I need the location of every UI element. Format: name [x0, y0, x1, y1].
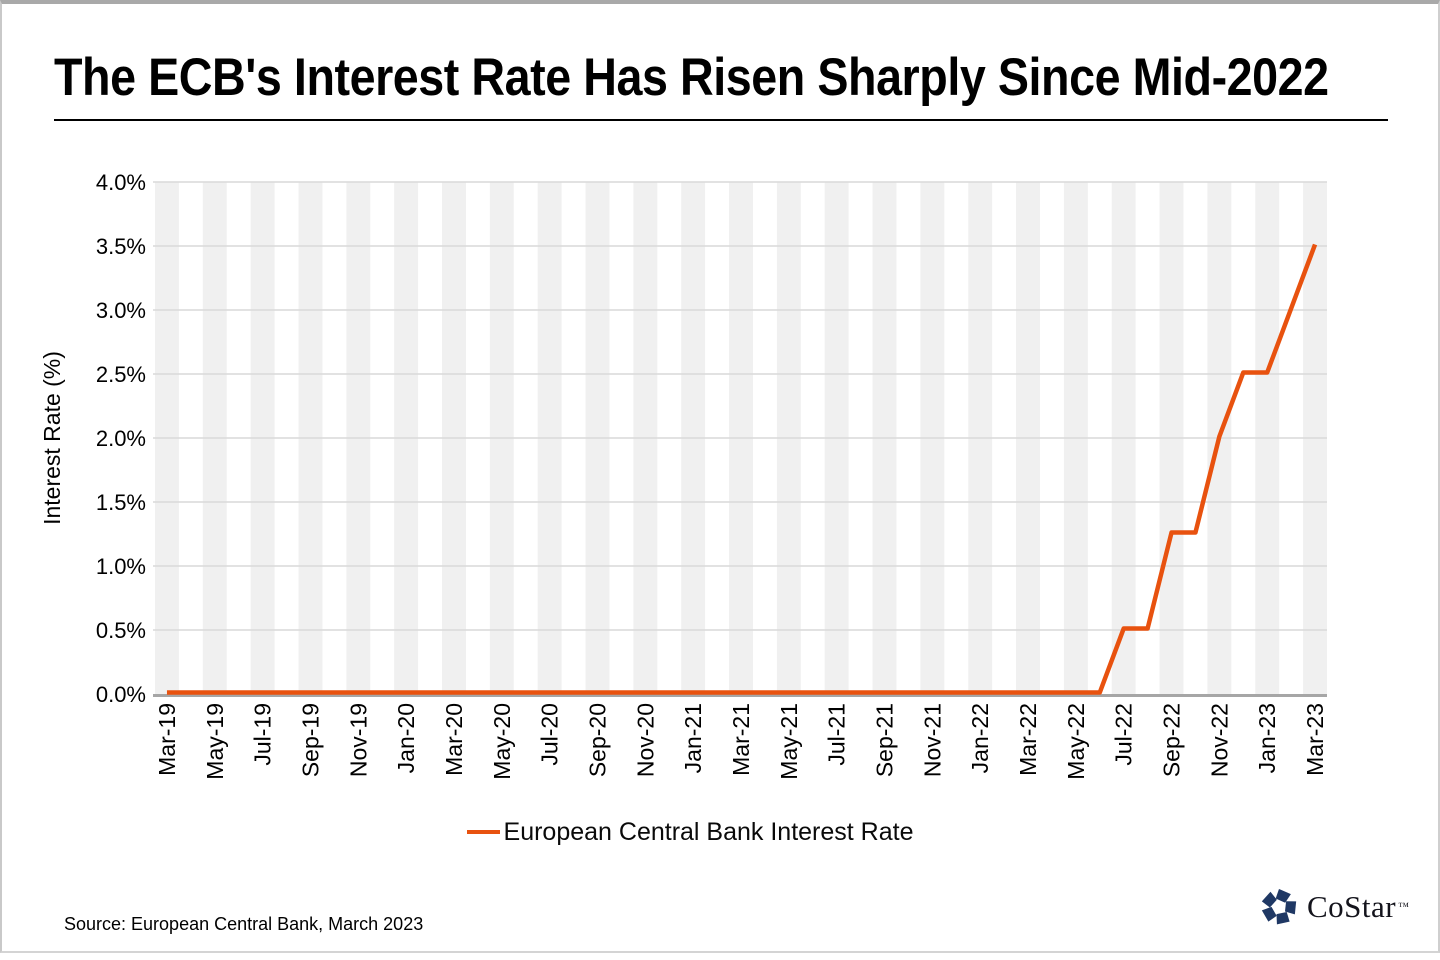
- x-tick-label: Nov-21: [919, 703, 945, 777]
- x-tick-label: Sep-21: [872, 703, 898, 777]
- x-tick-label: May-19: [202, 703, 228, 780]
- series-line: [166, 243, 1318, 695]
- pinwheel-blade: [1284, 901, 1297, 915]
- y-tick-label: 0.5%: [96, 618, 146, 643]
- x-tick-label: Jul-22: [1111, 703, 1137, 766]
- x-tick-label: Mar-23: [1302, 703, 1328, 776]
- title-underline: [54, 119, 1388, 121]
- x-tick-label: Jul-19: [250, 703, 276, 766]
- pinwheel-blade: [1261, 891, 1277, 908]
- x-tick-label: Sep-19: [298, 703, 324, 777]
- costar-pinwheel-icon: [1261, 888, 1297, 925]
- x-tick-label: May-22: [1063, 703, 1089, 780]
- source-note: Source: European Central Bank, March 202…: [64, 914, 424, 934]
- x-tick-label: Jan-23: [1254, 703, 1280, 773]
- x-tick-label: Mar-22: [1015, 703, 1041, 776]
- x-tick-label: Jan-20: [393, 703, 419, 773]
- costar-logo: CoStar ™: [1260, 888, 1409, 926]
- x-tick-label: Jul-21: [824, 703, 850, 766]
- x-tick-label: Mar-21: [728, 703, 754, 776]
- x-tick-label: Nov-19: [345, 703, 371, 777]
- x-tick-label: Jan-22: [967, 703, 993, 773]
- y-tick-label: 4.0%: [96, 170, 146, 195]
- pinwheel-blade: [1261, 906, 1277, 922]
- x-tick-label: Sep-20: [585, 703, 611, 777]
- legend: European Central Bank Interest Rate: [0, 817, 1380, 847]
- x-tick-label: Nov-20: [632, 703, 658, 777]
- x-tick-label: Nov-22: [1206, 703, 1232, 777]
- x-tick-label: Mar-19: [154, 703, 180, 776]
- chart-title: The ECB's Interest Rate Has Risen Sharpl…: [54, 48, 1329, 107]
- x-tick-label: Jan-21: [680, 703, 706, 773]
- legend-label: European Central Bank Interest Rate: [503, 817, 914, 846]
- y-tick-label: 3.5%: [96, 234, 146, 259]
- y-tick-label: 0.0%: [96, 682, 146, 707]
- x-tick-label: Jul-20: [537, 703, 563, 766]
- y-tick-label: 1.5%: [96, 490, 146, 515]
- trademark-symbol: ™: [1398, 901, 1409, 913]
- y-tick-label: 2.5%: [96, 362, 146, 387]
- y-tick-label: 3.0%: [96, 298, 146, 323]
- legend-line-swatch: [466, 830, 500, 834]
- y-tick-label: 2.0%: [96, 426, 146, 451]
- y-tick-label: 1.0%: [96, 554, 146, 579]
- y-axis-title: Interest Rate (%): [39, 351, 65, 525]
- x-tick-label: May-21: [776, 703, 802, 780]
- x-tick-label: Mar-20: [441, 703, 467, 776]
- pinwheel-blade: [1275, 888, 1291, 903]
- costar-logo-text: CoStar: [1307, 889, 1397, 924]
- x-tick-label: May-20: [489, 703, 515, 780]
- x-tick-label: Sep-22: [1159, 703, 1185, 777]
- pinwheel-blade: [1276, 911, 1290, 925]
